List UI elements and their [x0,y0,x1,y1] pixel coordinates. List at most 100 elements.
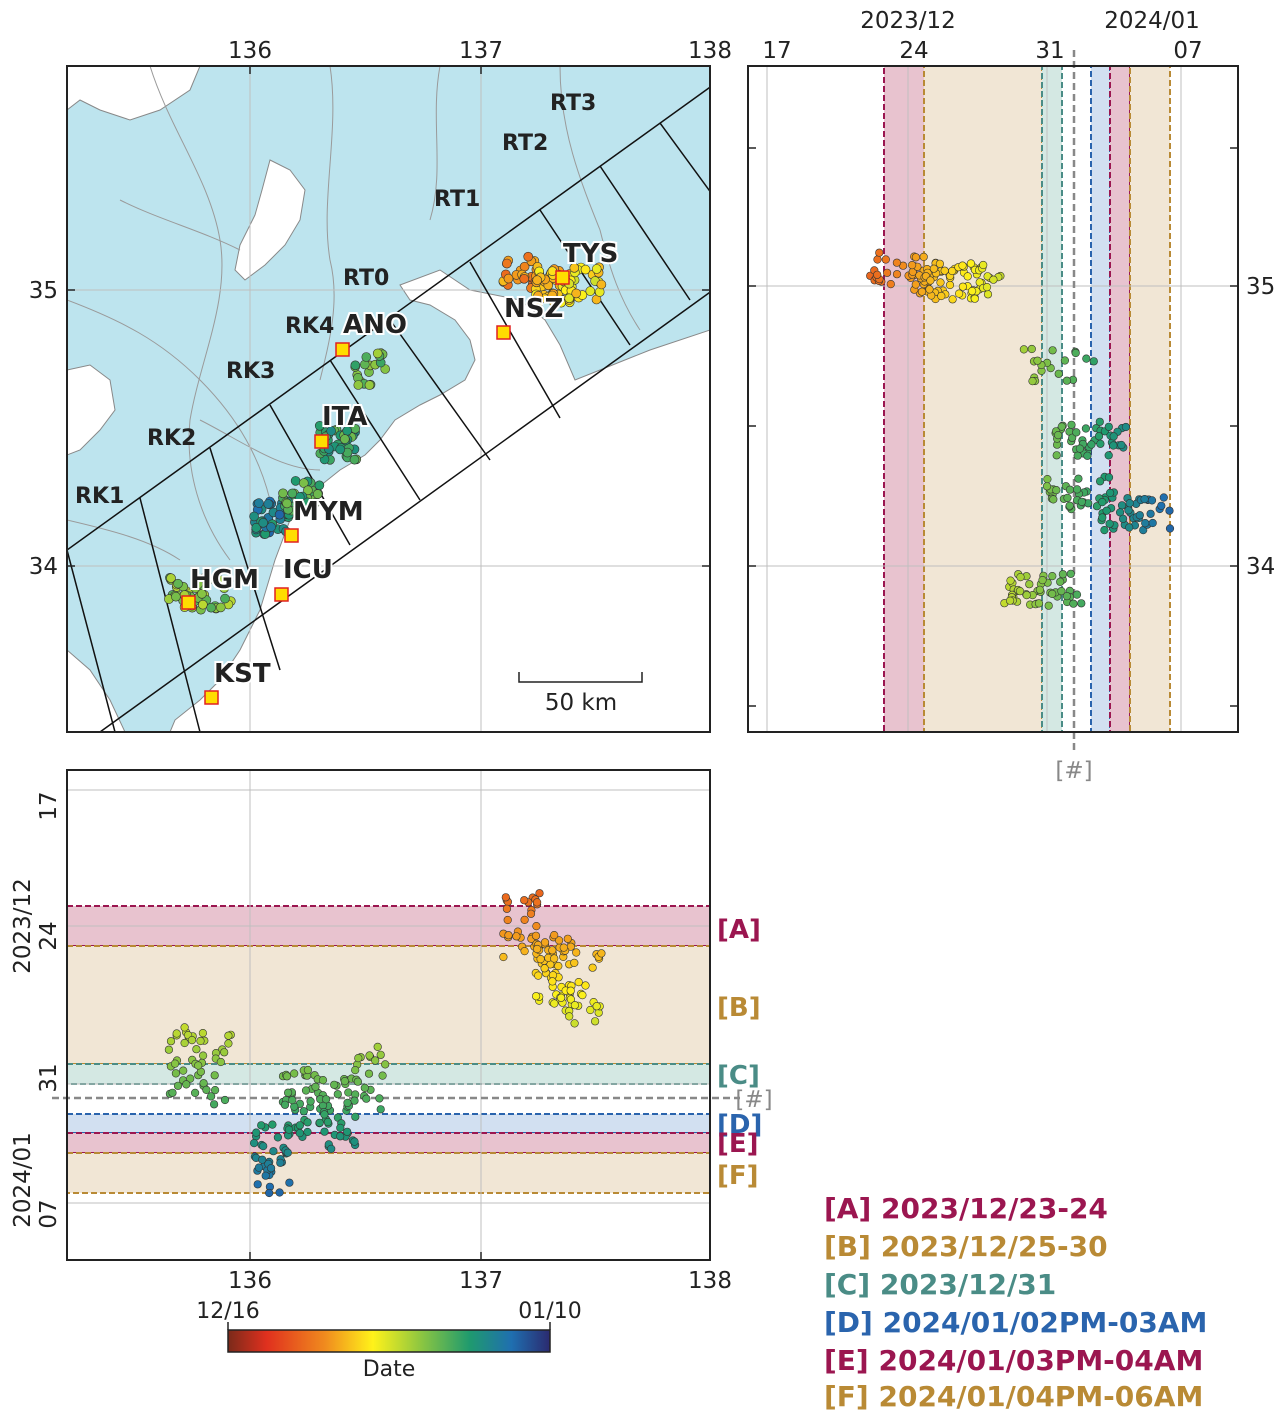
time-latitude-event-dot [1125,523,1134,532]
map-event-dot [353,380,364,390]
longitude-time-event-dot [532,898,542,907]
band-b-vertical [923,65,1043,733]
map-event-dot [282,498,292,509]
longitude-time-event-dot [350,1137,359,1146]
station-marker-ita [314,434,329,449]
time-latitude-event-dot [1027,344,1036,354]
time-latitude-event-dot [1117,440,1126,450]
time-latitude-event-dot [967,287,977,296]
map-event-dot [206,602,216,613]
map-lon-tick-137: 137 [459,38,503,64]
segment-label-rk1: RK1 [75,484,124,509]
southwest-coast [67,649,126,732]
time-latitude-event-dot [1087,440,1096,449]
time-latitude-event-dot [1105,519,1114,528]
top-day-tick-17: 17 [762,38,791,64]
longitude-time-event-dot [284,1125,294,1134]
longitude-time-event-dot [574,977,583,987]
lake-biwa [234,159,306,281]
time-latitude-event-dot [1140,495,1149,504]
longitude-time-event-dot [550,999,559,1008]
left-day-tick-17: 17 [36,791,62,820]
time-latitude-event-dot [1118,514,1128,523]
segment-label-rt3: RT3 [550,91,596,116]
map-event-dot [585,286,596,296]
longitude-time-event-dot [548,977,557,986]
time-latitude-frame [747,65,1239,733]
time-latitude-event-dot [1075,444,1084,453]
longitude-time-event-dot [299,1107,308,1116]
right-gridlines [748,66,1238,732]
time-latitude-event-dot [1135,511,1144,520]
longitude-time-event-dot [261,1171,270,1180]
longitude-time-event-dot [295,1121,305,1130]
map-event-dot [216,602,226,613]
time-latitude-event-dot [963,272,972,281]
station-label-mym: MYM [293,497,364,527]
period-tags: [A] [B] [C] [D] [E] [F] [717,915,762,1191]
period-tag-a: [A] [717,915,761,945]
longitude-time-event-dot [520,946,529,956]
longitude-time-event-dot [333,1090,342,1099]
map-event-dot [223,576,234,586]
longitude-time-event-dot [365,1051,374,1060]
longitude-time-event-dot [501,893,510,902]
legend-item-b: [B] 2023/12/25-30 [824,1230,1108,1263]
longitude-time-event-dot [554,936,564,945]
longitude-time-event-dot [350,1096,359,1105]
longitude-time-event-dot [275,1188,284,1197]
longitude-time-event-dot [351,1065,360,1075]
map-event-dot [349,454,360,465]
longitude-time-event-dot [210,1071,219,1080]
longitude-time-event-dot [187,1035,197,1045]
stations: ANO ITA MYM ICU HGM KST NSZ TYS [181,237,620,705]
map-event-dot [220,593,230,604]
longitude-time-event-dot [173,1081,183,1090]
longitude-time-event-dot [303,1118,312,1127]
time-latitude-panel: 2023/12 2024/01 17 24 31 07 35 34 [#] [747,8,1275,784]
legend-item-f: [F] 2024/01/04PM-06AM [824,1380,1203,1413]
segment-label-rt0: RT0 [343,266,389,291]
longitude-time-event-dot [323,1117,333,1127]
bottom-gridlines [67,770,710,1260]
map-event-dot [314,480,325,491]
longitude-time-event-dot [360,1083,369,1092]
map-event-dot [372,348,383,359]
longitude-time-event-dot [381,1060,390,1069]
longitude-time-event-dot [554,961,563,971]
north-coast-land [67,66,201,121]
longitude-time-event-dot [578,990,587,1000]
marker-label-bottom: [#] [735,1087,772,1113]
top-day-tick-31: 31 [1035,38,1064,64]
colorbar-start-label: 12/16 [196,1299,259,1324]
time-latitude-event-dot [1083,451,1092,460]
period-tag-e: [E] [717,1129,759,1159]
band-f-vertical [1129,65,1171,733]
time-latitude-event-dot [1102,506,1111,515]
longitude-time-event-dot [336,1123,345,1132]
prefecture-borders [67,66,641,561]
bottom-ticks [249,1252,482,1260]
map-event-dot [251,522,262,533]
longitude-time-event-dot [172,1029,181,1038]
segment-grid [67,86,710,732]
longitude-time-event-dot [531,992,541,1001]
time-latitude-event-dot [919,252,928,261]
longitude-time-event-dot [375,1094,384,1103]
longitude-time-event-dot [535,889,544,898]
longitude-time-event-dot [536,954,545,964]
map-event-dot [571,288,582,299]
time-latitude-event-dot [917,287,927,296]
map-event-dot [335,444,346,455]
map-event-dot [290,476,301,486]
right-lat-tick-34: 34 [1246,554,1275,580]
time-latitude-event-dot [1022,590,1031,600]
longitude-time-event-dot [520,896,529,905]
longitude-time-event-dot [273,1133,283,1142]
longitude-time-event-dot [566,995,576,1004]
time-latitude-event-dot [982,283,992,292]
station-label-nsz: NSZ [504,294,563,324]
time-latitude-event-dot [1016,572,1025,582]
time-latitude-event-dot [1066,569,1075,578]
